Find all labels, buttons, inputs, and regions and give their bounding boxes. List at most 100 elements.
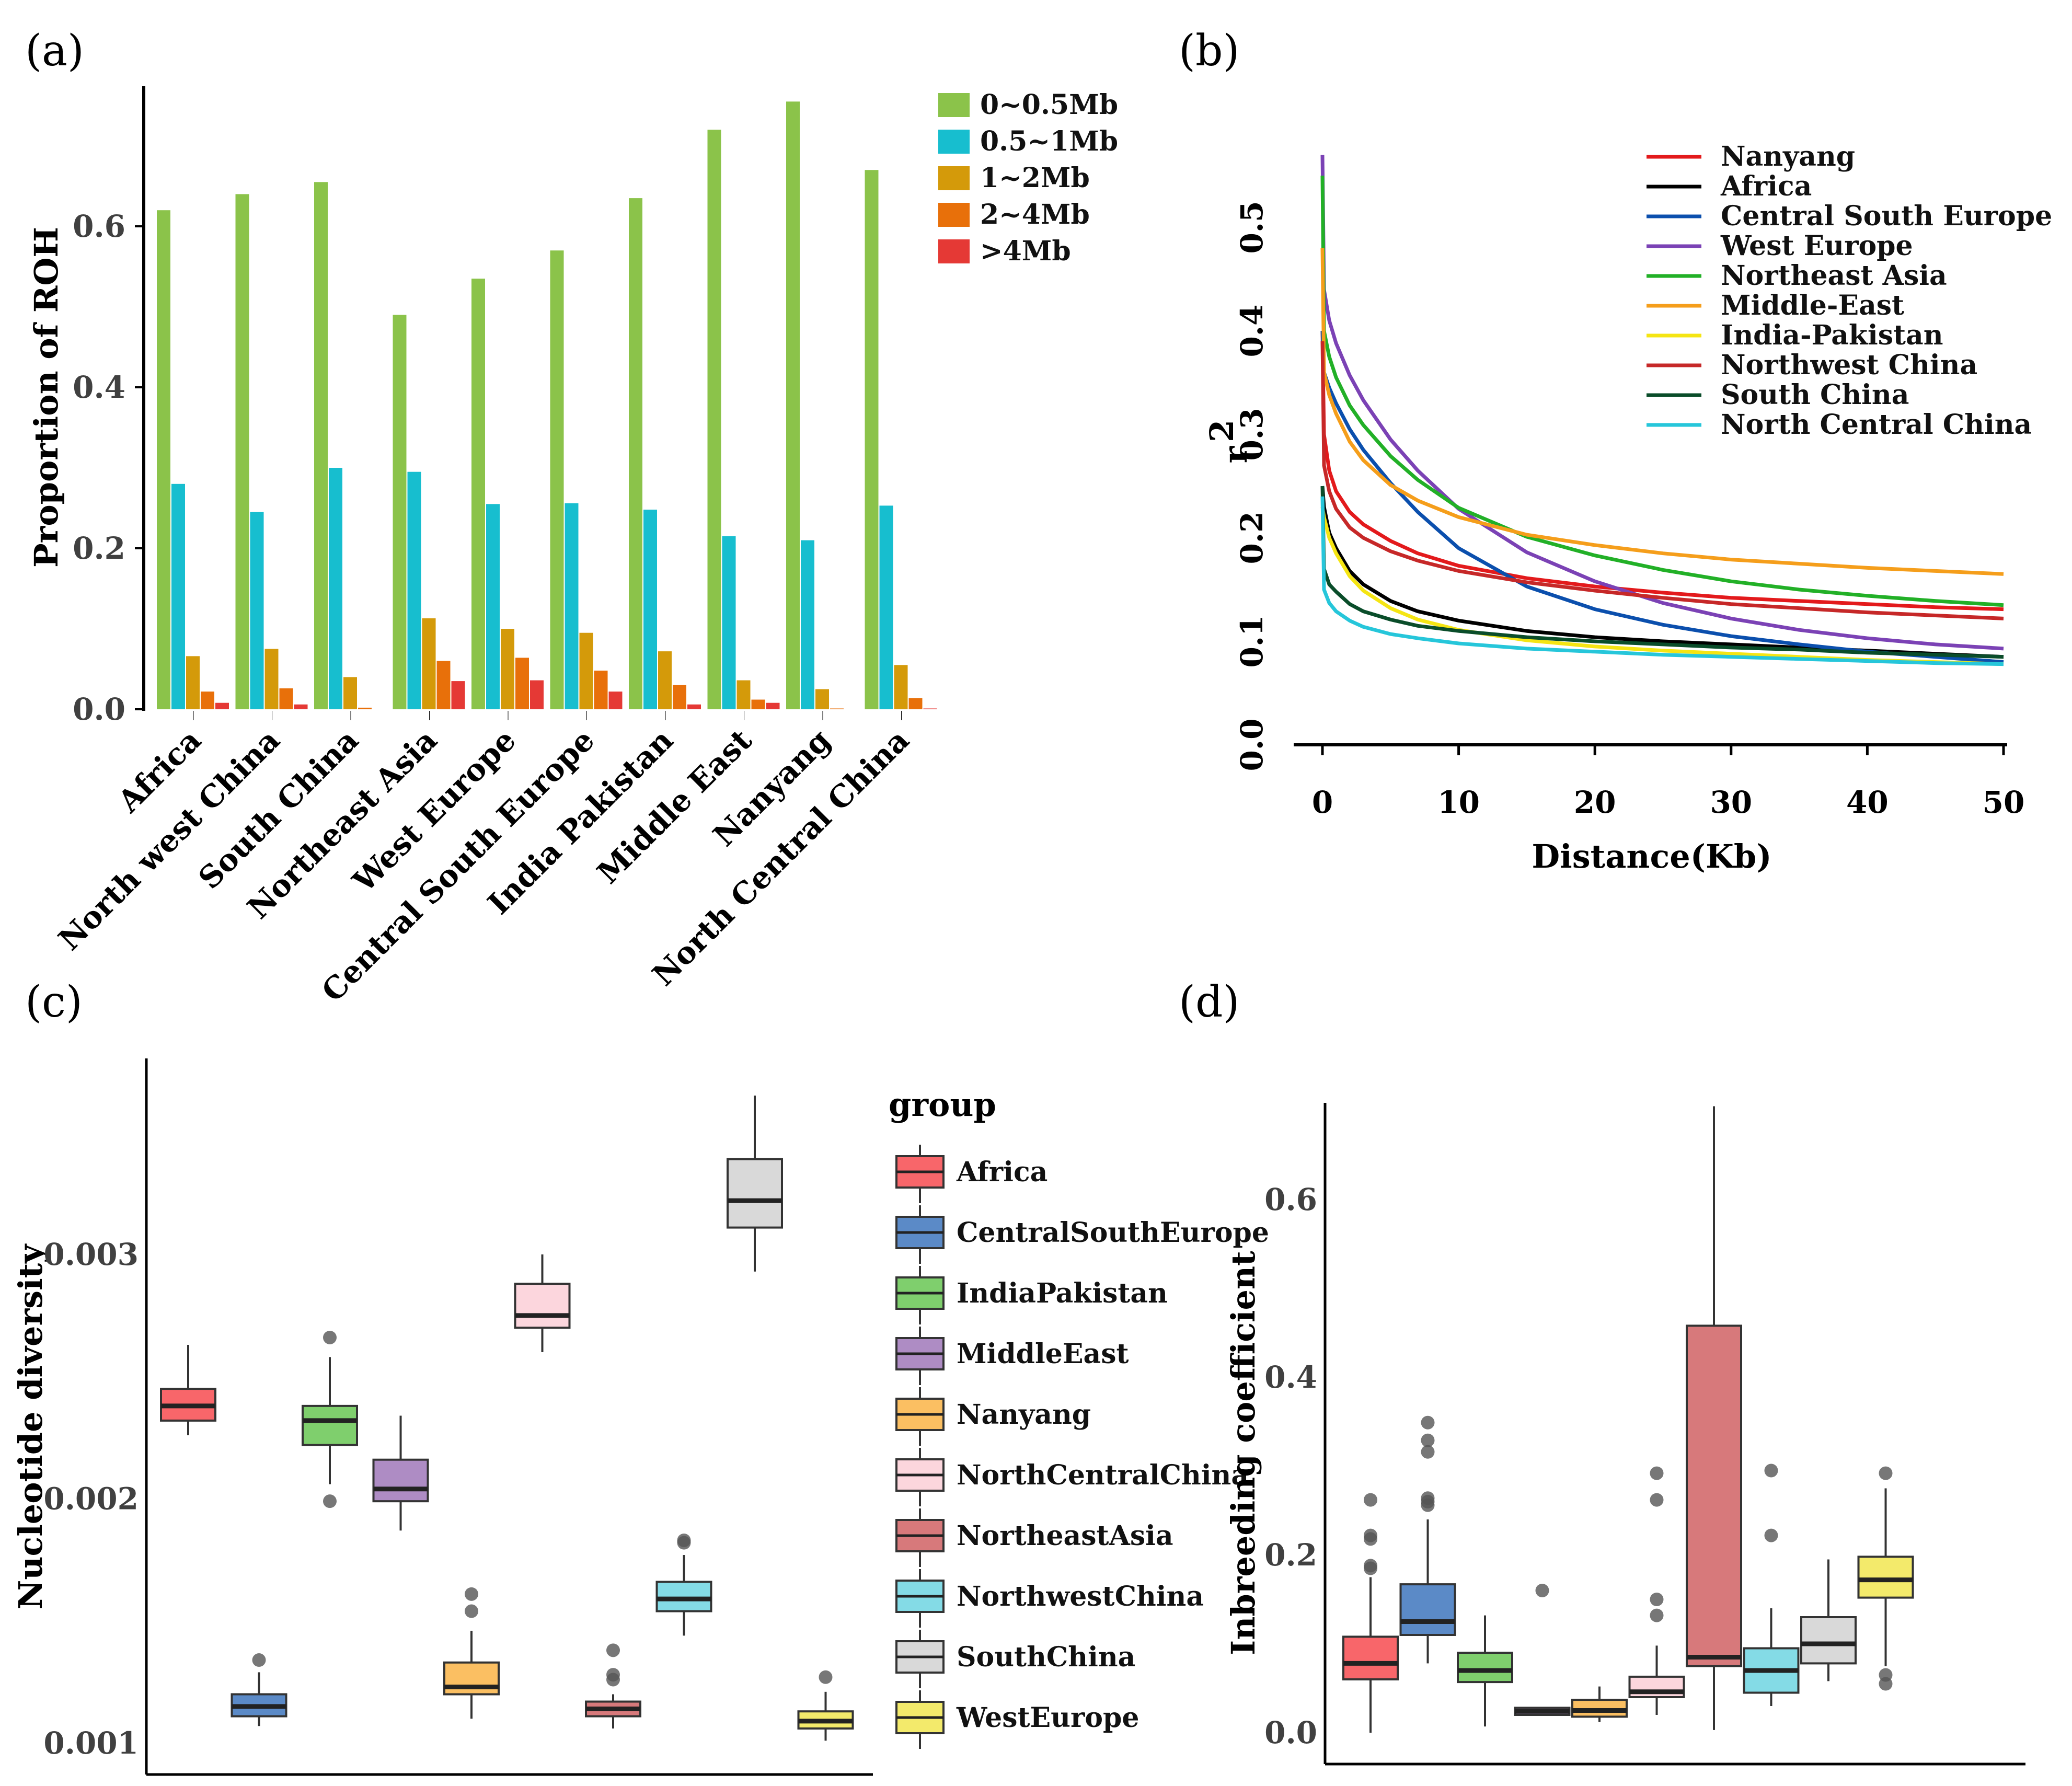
panel-a-legend-label: >4Mb [980, 235, 1071, 267]
panel-a-bar [157, 210, 170, 709]
panel-a-bar [279, 688, 293, 709]
panel-b-x-axis-title: Distance(Kb) [1532, 837, 1771, 875]
panel-d-outlier-point [1879, 1466, 1893, 1480]
panel-a-bar [235, 194, 249, 709]
panel-b-line-chart: Distance(Kb) r 2 0.0 0.1 0.2 0.3 0.4 0.5 0 10 2… [1203, 141, 2052, 875]
panel-d-box [1457, 1652, 1513, 1684]
panel-a-legend-label: 1~2Mb [980, 162, 1090, 194]
panel-b-x-tick-label: 30 [1710, 785, 1752, 820]
panel-b-x-tick-label: 0 [1312, 785, 1333, 820]
panel-a-bar [171, 483, 185, 709]
panel-b-y-tick-label: 0.3 [1234, 408, 1270, 461]
panel-d-box-plot: Inbreeding coefficient 0.0 0.2 0.4 0.6 [1224, 1103, 2025, 1766]
panel-a-bar [201, 692, 214, 709]
panel-a-y-tick-label: 0.6 [73, 209, 125, 244]
panel-a-legend-swatch [938, 93, 970, 117]
panel-c-box [372, 1458, 429, 1503]
panel-c-legend-label: MiddleEast [957, 1338, 1129, 1370]
panel-b-legend-label: Middle-East [1721, 290, 1904, 321]
panel-c-y-tick-label: 0.003 [43, 1237, 139, 1272]
panel-c-outlier-point [323, 1330, 337, 1344]
panel-a-legend-swatch [938, 203, 970, 227]
panel-a-bar [707, 130, 721, 710]
panel-c-box [655, 1581, 712, 1612]
panel-b-y-axis-title-sup: 2 [1203, 420, 1241, 442]
panel-c-legend-label: NorthwestChina [957, 1581, 1204, 1612]
panel-c-box [443, 1661, 500, 1696]
panel-d-outlier-point [1421, 1445, 1435, 1459]
panel-d-y-tick-label: 0.4 [1264, 1359, 1317, 1395]
panel-b-y-axis-title-main: r [1216, 445, 1254, 463]
panel-d-outlier-point [1364, 1559, 1377, 1573]
panel-c-outlier-point [819, 1670, 833, 1684]
panel-d-outlier-point [1421, 1415, 1435, 1430]
panel-c-legend-label: CentralSouthEurope [957, 1217, 1269, 1249]
panel-b-series-line [1320, 341, 2004, 620]
panel-a-bar [186, 656, 200, 709]
panel-d-outlier-point [1650, 1466, 1664, 1480]
panel-a-bar [422, 618, 436, 709]
panel-a-bar [486, 504, 500, 709]
panel-d-box [1399, 1583, 1456, 1637]
panel-a-bar [436, 661, 451, 709]
panel-c-outlier-point [252, 1653, 266, 1667]
panel-d-y-tick-label: 0.6 [1264, 1182, 1317, 1217]
panel-a-bar [801, 540, 814, 709]
panel-b-y-tick-label: 0.1 [1234, 615, 1270, 668]
panel-label-c: (c) [25, 977, 83, 1027]
panel-a-bar [594, 671, 608, 709]
panel-a-bar [250, 512, 264, 709]
panel-c-legend-label: Nanyang [957, 1399, 1091, 1431]
panel-c-legend-title: group [889, 1086, 996, 1124]
panel-d-box [1342, 1635, 1399, 1680]
panel-a-legend-label: 0.5~1Mb [980, 125, 1118, 157]
panel-b-y-tick-label: 0.4 [1234, 305, 1270, 358]
panel-label-d: (d) [1179, 977, 1239, 1027]
panel-b-y-tick-label: 0.5 [1234, 201, 1270, 254]
panel-c-y-tick-label: 0.001 [43, 1725, 139, 1761]
panel-c-y-tick-label: 0.002 [43, 1481, 139, 1517]
panel-c-legend-label: IndiaPakistan [957, 1277, 1168, 1309]
panel-b-legend-label: Africa [1720, 170, 1812, 202]
panel-a-bar [658, 651, 672, 709]
panel-c-outlier-point [323, 1494, 337, 1508]
panel-a-y-tick-label: 0.0 [73, 692, 125, 727]
panel-c-box-plot: Nucleotide diversity group 0.001 0.002 0.0… [11, 1058, 1269, 1776]
panel-b-series-line [1320, 330, 2004, 612]
panel-b-series-line [1320, 486, 2004, 659]
panel-d-outlier-point [1421, 1491, 1435, 1505]
panel-a-bar [786, 101, 800, 709]
panel-a-y-tick-label: 0.2 [73, 531, 125, 566]
panel-d-outlier-point [1535, 1584, 1549, 1597]
panel-b-series-line [1320, 496, 2004, 666]
panel-d-y-tick-label: 0.2 [1264, 1537, 1317, 1573]
panel-c-legend-label: NortheastAsia [957, 1520, 1173, 1552]
panel-c-box [727, 1158, 783, 1229]
panel-b-series-line [1320, 248, 2004, 576]
panel-a-bar [722, 536, 736, 709]
panel-b-x-tick-label: 20 [1574, 785, 1616, 820]
panel-a-bar [894, 665, 908, 709]
panel-a-legend-swatch [938, 239, 970, 263]
panel-c-outlier-point [677, 1533, 691, 1547]
panel-d-box [1857, 1555, 1914, 1599]
panel-a-bar [515, 658, 529, 709]
panel-b-y-axis-title: r 2 [1203, 420, 1254, 463]
panel-c-outlier-point [606, 1668, 620, 1682]
panel-a-bar [751, 699, 765, 709]
panel-d-y-axis-title: Inbreeding coefficient [1224, 1251, 1262, 1655]
panel-d-outlier-point [1364, 1528, 1377, 1542]
panel-a-bar [687, 704, 701, 709]
panel-d-outlier-point [1650, 1493, 1664, 1507]
panel-label-a: (a) [25, 26, 84, 76]
panel-a-bar [501, 629, 514, 709]
panel-d-y-tick-label: 0.0 [1264, 1715, 1317, 1750]
panel-a-bar [608, 692, 623, 709]
panel-a-bar [643, 510, 657, 709]
panel-a-bar [579, 632, 593, 709]
panel-d-box [1800, 1616, 1857, 1665]
panel-a-bar [565, 503, 579, 709]
panel-a-bar [879, 505, 893, 709]
panel-b-legend-label: Northwest China [1721, 349, 1977, 381]
panel-a-bar [329, 468, 342, 709]
